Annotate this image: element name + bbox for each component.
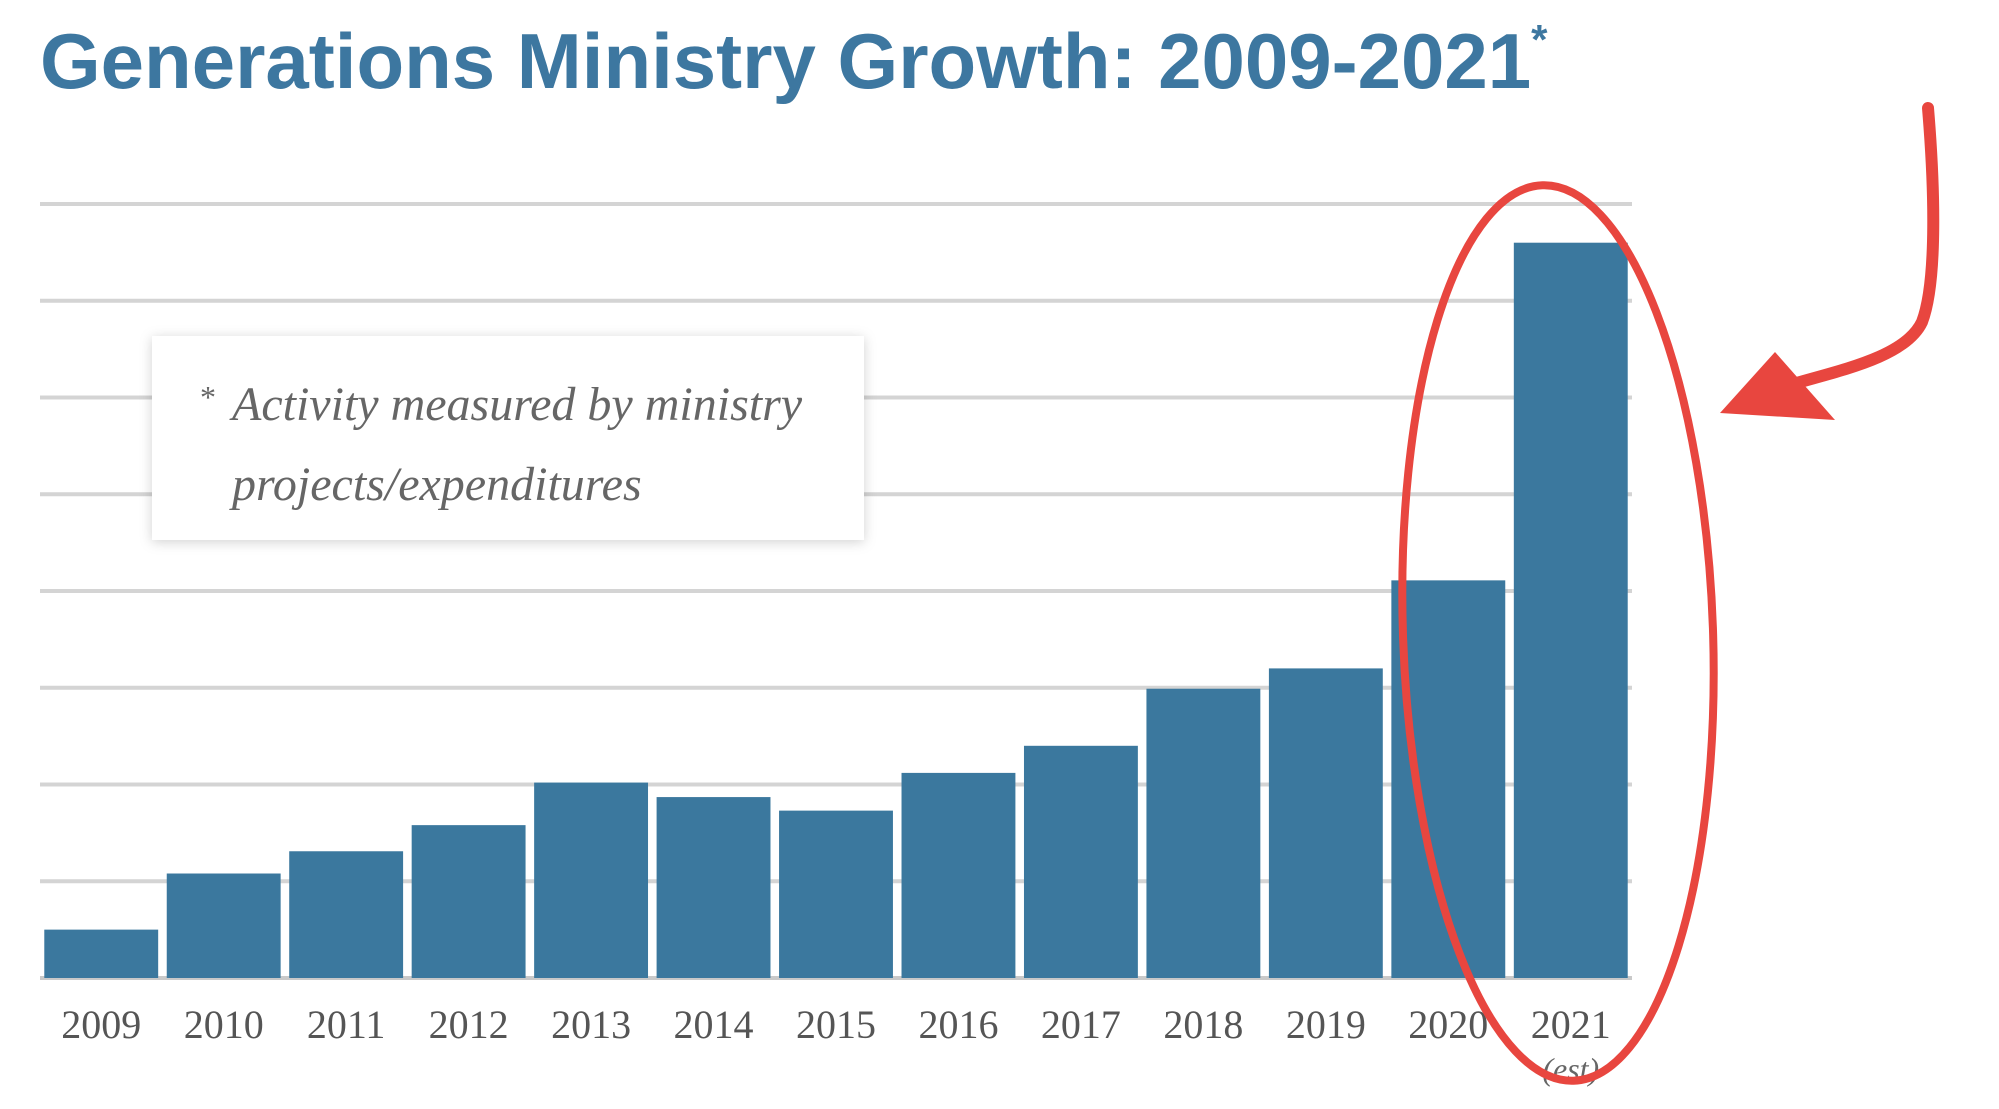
note-box: * Activity measured by ministry projects… [152,336,864,540]
note-line-2: projects/expenditures [229,458,642,511]
bar-2013 [534,782,649,978]
x-tick-label-2020: 2020 [1408,1002,1488,1047]
x-tick-label-2014: 2014 [674,1002,754,1047]
bar-2009 [44,929,159,978]
x-tick-label-2016: 2016 [918,1002,998,1047]
x-tick-label-2017: 2017 [1041,1002,1121,1047]
x-tick-label-2011: 2011 [307,1002,386,1047]
x-tick-label-2021: 2021 [1531,1002,1611,1047]
bar-2012 [411,825,526,978]
bar-2018 [1146,688,1261,978]
title-asterisk: * [1531,16,1548,63]
chart-title: Generations Ministry Growth: 2009-2021* [40,16,1548,105]
chart-title-text: Generations Ministry Growth: 2009-2021 [40,17,1531,105]
x-tick-label-2015: 2015 [796,1002,876,1047]
x-axis-ticks: 2009 2010 2011 2012 2013 2014 2015 2016 2017 2018… [61,1002,1611,1087]
highlight-ellipse [1398,181,1718,1085]
bar-2016 [901,772,1016,978]
x-tick-label-2010: 2010 [184,1002,264,1047]
x-tick-label-2012: 2012 [429,1002,509,1047]
bar-2010 [166,873,281,978]
bar-2017 [1023,745,1138,978]
x-tick-label-2013: 2013 [551,1002,631,1047]
bar-2015 [779,810,893,978]
arrow-head [1720,352,1835,420]
note-line-1: Activity measured by ministry [229,378,803,431]
note-asterisk: * [200,379,216,415]
bars [44,242,1628,978]
bar-2011 [289,851,404,978]
x-tick-label-2019: 2019 [1286,1002,1366,1047]
x-tick-label-2009: 2009 [61,1002,141,1047]
bar-2021 [1513,242,1628,978]
bar-2019 [1268,668,1383,978]
note-box-bg [152,336,864,540]
bar-2014 [656,797,771,978]
x-tick-label-2018: 2018 [1163,1002,1243,1047]
arrow-shaft [1774,102,1940,394]
highlight-annotation [1398,102,1940,1085]
